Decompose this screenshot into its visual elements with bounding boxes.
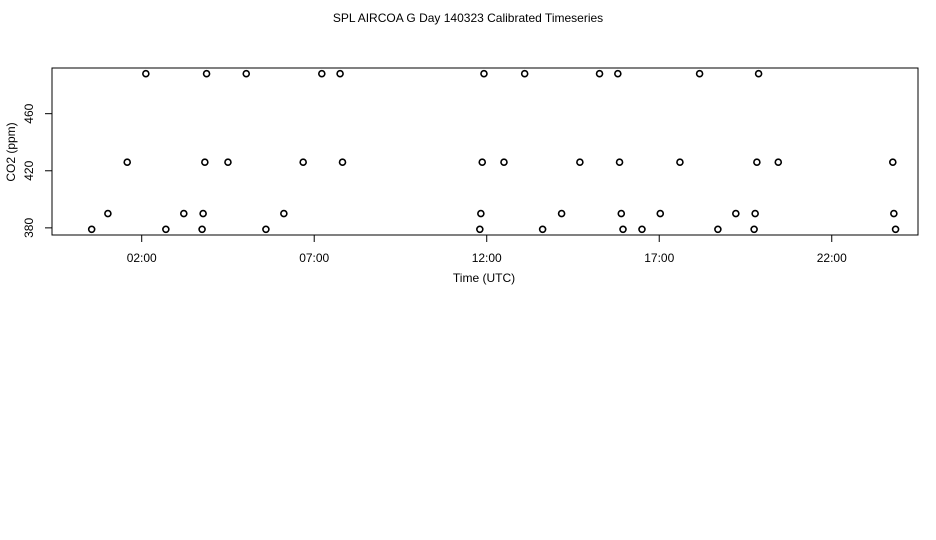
data-point [179, 209, 188, 218]
data-point [224, 158, 232, 167]
data-point [557, 209, 566, 218]
data-point [891, 225, 900, 234]
data-point [201, 158, 209, 167]
data-point [576, 158, 584, 167]
data-point [477, 209, 485, 218]
x-axis-label: Time (UTC) [453, 271, 515, 285]
y-axis: 380 420 460 [22, 103, 53, 238]
data-point [619, 225, 627, 234]
y-axis-label: CO2 (ppm) [4, 122, 18, 181]
data-point [299, 158, 307, 167]
x-tick-label: 22:00 [817, 251, 847, 265]
plot-frame [51, 67, 919, 236]
data-point [617, 209, 626, 218]
data-point [520, 69, 529, 78]
data-point [104, 209, 112, 218]
data-point [338, 158, 347, 167]
data-point [242, 69, 251, 78]
data-point [750, 225, 758, 234]
data-point [695, 69, 704, 78]
data-point [595, 69, 604, 78]
data-point [889, 158, 897, 167]
data-point [202, 69, 211, 78]
data-point [480, 69, 488, 78]
data-point [262, 225, 270, 234]
data-point [478, 158, 487, 167]
chart-title: SPL AIRCOA G Day 140323 Calibrated Times… [333, 11, 603, 25]
data-point [753, 158, 761, 167]
x-tick-label: 17:00 [644, 251, 674, 265]
data-point [538, 225, 547, 234]
data-point [280, 209, 288, 218]
y-tick-label: 460 [22, 103, 36, 123]
data-point [751, 209, 759, 218]
data-point [615, 158, 624, 167]
data-point [476, 225, 484, 234]
data-point [614, 69, 622, 78]
x-tick-label: 12:00 [472, 251, 502, 265]
data-point [199, 209, 207, 218]
data-point [638, 225, 646, 234]
y-tick-label: 420 [22, 160, 36, 180]
data-point [198, 225, 206, 234]
data-point [890, 209, 898, 218]
data-point [676, 158, 684, 167]
data-point [774, 158, 783, 167]
y-tick-label: 380 [22, 218, 36, 238]
data-point [714, 225, 722, 234]
data-point [318, 69, 326, 78]
x-tick-label: 02:00 [127, 251, 157, 265]
data-point [754, 69, 763, 78]
data-point [500, 158, 508, 167]
data-point [87, 225, 96, 234]
data-point [732, 209, 740, 218]
data-point [123, 158, 132, 167]
data-point [336, 69, 344, 78]
data-points [87, 69, 900, 234]
data-point [162, 225, 170, 234]
data-point [142, 69, 150, 78]
x-tick-label: 07:00 [299, 251, 329, 265]
x-axis: 02:00 07:00 12:00 17:00 22:00 [127, 234, 847, 265]
data-point [656, 209, 665, 218]
